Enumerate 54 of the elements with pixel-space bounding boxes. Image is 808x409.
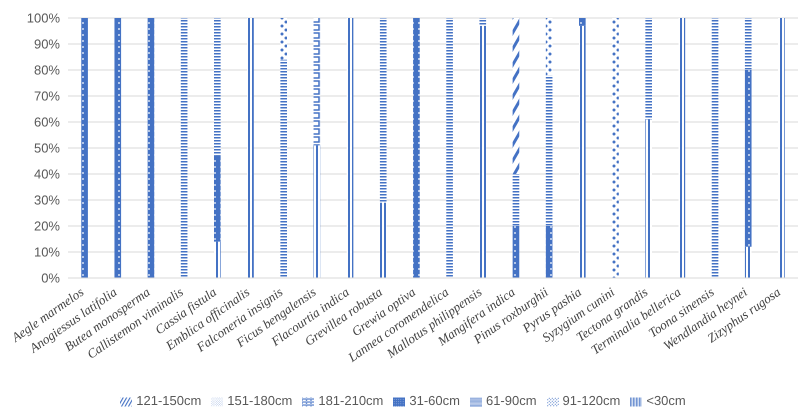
- bar: [744, 70, 752, 247]
- legend-label: 121-150cm: [136, 393, 202, 408]
- legend-label: <30cm: [646, 393, 686, 408]
- bar: [744, 18, 752, 70]
- bar: [214, 18, 221, 156]
- bar: [148, 18, 154, 278]
- bar: [280, 18, 287, 60]
- legend-label: 151-180cm: [227, 393, 292, 408]
- bar: [612, 18, 619, 278]
- bar: [512, 18, 520, 174]
- y-tick-label: 0%: [41, 270, 60, 286]
- bar: [546, 18, 552, 76]
- y-tick-label: 80%: [34, 62, 60, 78]
- y-tick-label: 90%: [34, 36, 60, 52]
- bar: [744, 246, 752, 278]
- bar: [346, 18, 354, 278]
- bar: [314, 18, 320, 146]
- y-tick-label: 70%: [34, 88, 60, 104]
- bar: [645, 18, 652, 120]
- legend-label: 91-120cm: [562, 393, 620, 408]
- legend-label: 31-60cm: [409, 393, 460, 408]
- y-tick-label: 50%: [34, 140, 60, 156]
- bar: [81, 18, 88, 278]
- y-tick-label: 10%: [34, 244, 60, 260]
- bar: [214, 242, 221, 278]
- bar: [380, 18, 387, 203]
- bar: [512, 174, 520, 226]
- y-tick-label: 20%: [34, 218, 60, 234]
- bar: [413, 18, 420, 278]
- bar: [579, 26, 586, 278]
- bar: [247, 18, 254, 278]
- bar: [712, 18, 718, 278]
- y-tick-label: 60%: [34, 114, 60, 130]
- bar: [778, 18, 785, 278]
- bar: [645, 119, 652, 278]
- bar: [180, 18, 188, 278]
- bar: [678, 18, 686, 278]
- bar: [380, 202, 387, 278]
- legend-label: 181-210cm: [318, 393, 384, 408]
- bar: [546, 226, 552, 278]
- bar: [479, 26, 486, 278]
- bar: [214, 156, 221, 242]
- y-tick-label: 40%: [34, 166, 60, 182]
- bar: [579, 18, 586, 26]
- y-tick-label: 30%: [34, 192, 60, 208]
- bar: [479, 18, 486, 26]
- y-tick-label: 100%: [26, 10, 60, 26]
- bar: [512, 226, 520, 278]
- bar: [314, 145, 320, 278]
- bar: [446, 18, 453, 278]
- bar: [114, 18, 122, 278]
- bar: [546, 75, 552, 226]
- legend-label: 61-90cm: [486, 393, 537, 408]
- bar: [280, 60, 287, 278]
